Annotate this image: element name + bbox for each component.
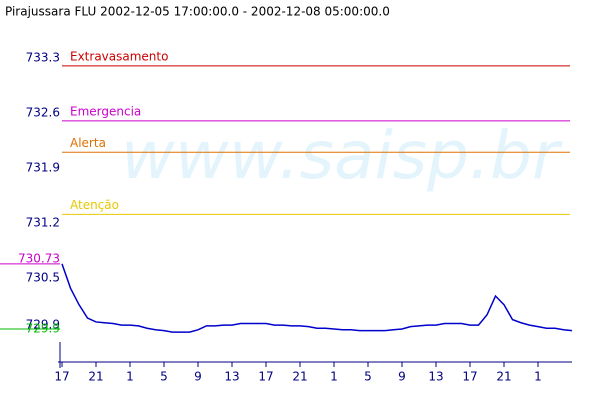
x-tick-label: 5 [364, 370, 372, 384]
x-tick-label: 1 [534, 370, 542, 384]
x-tick-label: 9 [398, 370, 406, 384]
x-tick-label: 1 [330, 370, 338, 384]
y-tick-label: 731.9 [26, 160, 60, 174]
marker-label: 729.9 [26, 322, 60, 336]
x-tick-label: 17 [54, 370, 69, 384]
threshold-label: Alerta [70, 136, 106, 150]
threshold-label: Extravasamento [70, 49, 168, 63]
x-tick-label: 21 [496, 370, 511, 384]
x-tick-label: 21 [88, 370, 103, 384]
x-tick-label: 17 [258, 370, 273, 384]
watermark: www.saisp.br [121, 117, 563, 194]
x-tick-label: 13 [428, 370, 443, 384]
marker-label: 730.73 [18, 251, 60, 265]
y-tick-label: 730.5 [26, 270, 60, 284]
y-tick-label: 731.2 [26, 215, 60, 229]
y-tick-label: 733.3 [26, 50, 60, 64]
x-tick-label: 9 [194, 370, 202, 384]
x-tick-label: 17 [462, 370, 477, 384]
threshold-label: Emergencia [70, 104, 141, 118]
data-line [61, 263, 573, 333]
x-tick-label: 5 [160, 370, 168, 384]
x-tick-label: 13 [224, 370, 239, 384]
chart-title: Pirajussara FLU 2002-12-05 17:00:00.0 - … [5, 5, 390, 19]
y-tick-label: 732.6 [26, 105, 60, 119]
y-tick-label: 729.9 [26, 318, 60, 332]
x-tick-label: 1 [126, 370, 134, 384]
x-tick-label: 21 [292, 370, 307, 384]
threshold-label: Atenção [70, 198, 119, 212]
